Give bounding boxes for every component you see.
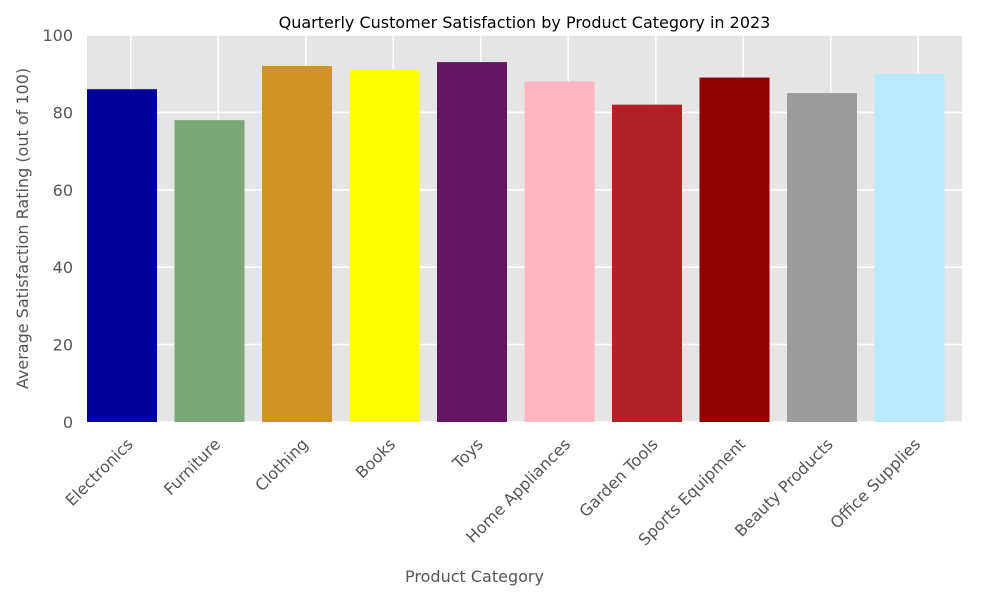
y-tick-label: 20: [53, 336, 73, 355]
bar-furniture: [174, 120, 245, 422]
x-tick-label: Furniture: [160, 435, 224, 499]
bar-books: [349, 69, 420, 422]
x-axis-label: Product Category: [405, 567, 544, 586]
bar-office-supplies: [874, 73, 945, 422]
bar-toys: [437, 62, 507, 423]
bar-sports-equipment: [699, 77, 770, 422]
y-tick-label: 60: [53, 181, 73, 200]
bar-home-appliances: [524, 81, 595, 422]
chart-title: Quarterly Customer Satisfaction by Produ…: [279, 13, 771, 32]
y-tick-label: 0: [63, 413, 73, 432]
bar-clothing: [262, 65, 332, 423]
x-tick-label: Toys: [448, 435, 487, 474]
bars: [87, 62, 945, 423]
x-axis-ticks: Electronics Furniture Clothing Books ToysHom…: [62, 435, 925, 550]
x-tick-label: Books: [352, 435, 399, 482]
y-axis-label: Average Satisfaction Rating (out of 100): [13, 68, 32, 389]
y-tick-label: 40: [53, 258, 73, 277]
y-tick-label: 80: [53, 103, 73, 122]
x-tick-label: Electronics: [62, 435, 137, 510]
x-tick-label: Office Supplies: [826, 435, 924, 533]
bar-garden-tools: [612, 104, 682, 422]
bar-beauty-products: [787, 93, 857, 423]
x-tick-label: Garden Tools: [575, 435, 661, 521]
y-tick-label: 100: [42, 26, 73, 45]
bar-electronics: [87, 89, 157, 423]
y-axis-ticks: 0 20 40 60 80 100: [42, 26, 73, 432]
x-tick-label: Clothing: [251, 435, 312, 496]
